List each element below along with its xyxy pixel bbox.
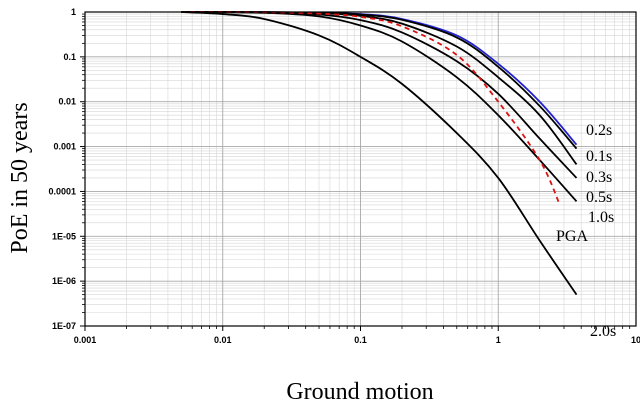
curve-label-1-0s: 1.0s [588, 209, 614, 226]
y-tick-label: 0.01 [58, 97, 76, 107]
series-line-2-0s [181, 11, 578, 296]
y-axis-title: PoE in 50 years [7, 102, 33, 253]
y-tick-label: 1 [71, 7, 76, 17]
curve-label-pga: PGA [556, 228, 588, 245]
curve-label-0-1s: 0.1s [586, 148, 612, 165]
y-tick-label: 1E-05 [52, 231, 76, 241]
x-tick-label: 10 [631, 335, 640, 345]
y-tick-label: 0.0001 [48, 186, 76, 196]
x-tick-label: 1 [496, 335, 501, 345]
y-tick-label: 0.001 [53, 142, 76, 152]
series-line-1-0s [181, 11, 578, 202]
curve-label-2-0s: 2.0s [590, 323, 616, 340]
curve-label-0-3s: 0.3s [586, 169, 612, 186]
x-tick-label: 0.01 [214, 335, 232, 345]
x-tick-labels: 0.001 0.01 0.1 1 10 [74, 335, 640, 345]
y-tick-labels: 1 0.1 0.01 0.001 0.0001 1E-05 1E-06 1E-07 [48, 7, 76, 331]
y-tick-label: 1E-06 [52, 276, 76, 286]
x-tick-label: 0.001 [74, 335, 97, 345]
y-tick-label: 1E-07 [52, 321, 76, 331]
curve-label-0-5s: 0.5s [586, 189, 612, 206]
axis-ticks [80, 13, 631, 331]
curve-label-0-2s: 0.2s [586, 122, 612, 139]
x-tick-label: 0.1 [354, 335, 367, 345]
x-axis-title: Ground motion [286, 379, 433, 404]
series-line-0-5s [181, 11, 578, 179]
y-tick-label: 0.1 [63, 52, 76, 62]
series-line-pga [181, 11, 561, 206]
